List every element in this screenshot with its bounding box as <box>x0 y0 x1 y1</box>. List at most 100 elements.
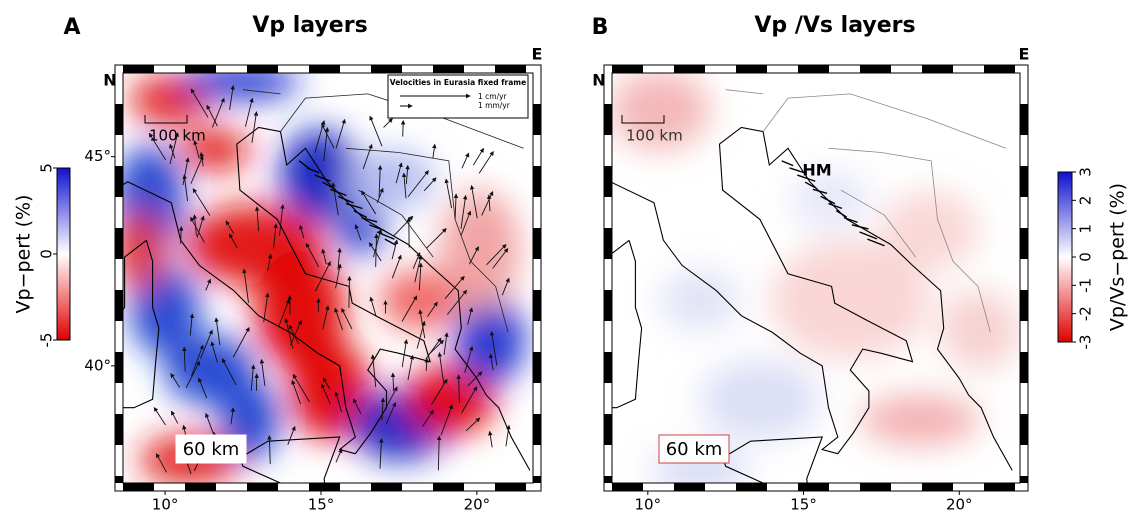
frame-segment <box>1020 352 1028 383</box>
frame-segment <box>115 352 123 383</box>
x-tick-label: 20° <box>464 496 491 514</box>
frame-segment <box>798 65 829 73</box>
frame-segment <box>604 228 612 259</box>
frame-segment <box>495 483 526 491</box>
y-tick-label: 45° <box>84 147 111 165</box>
east-label: E <box>532 45 543 64</box>
frame-segment <box>115 104 123 135</box>
frame-segment <box>247 483 278 491</box>
legend-title: Velocities in Eurasia fixed frame <box>390 78 526 87</box>
anomaly <box>700 360 820 440</box>
panel-title: Vp /Vs layers <box>754 13 915 38</box>
x-tick-label: 15° <box>308 496 335 514</box>
frame-segment <box>736 65 767 73</box>
colorbar <box>1058 172 1072 342</box>
frame-segment <box>123 483 154 491</box>
frame-segment <box>736 483 767 491</box>
frame-segment <box>115 166 123 197</box>
depth-label: 60 km <box>666 439 723 460</box>
colorbar-tick-label: 1 <box>1077 224 1095 234</box>
frame-segment <box>604 414 612 445</box>
frame-segment <box>309 65 340 73</box>
frame-segment <box>604 166 612 197</box>
y-tick-label: 40° <box>84 356 111 374</box>
x-tick-label: 10° <box>635 496 662 514</box>
colorbar-tick-label: 2 <box>1077 196 1095 206</box>
scale-label: 100 km <box>626 127 683 145</box>
frame-segment <box>533 228 541 259</box>
frame-segment <box>612 65 643 73</box>
north-label: N <box>103 71 116 90</box>
frame-segment <box>860 65 891 73</box>
frame-segment <box>309 483 340 491</box>
anomaly <box>860 395 980 445</box>
velocity-legend: Velocities in Eurasia fixed frame 1 cm/yr… <box>388 75 528 118</box>
frame-segment <box>533 166 541 197</box>
frame-segment <box>115 290 123 321</box>
frame-segment <box>674 483 705 491</box>
frame-segment <box>247 65 278 73</box>
scale-label: 100 km <box>149 127 206 145</box>
frame-segment <box>984 483 1015 491</box>
anomaly <box>335 205 385 255</box>
velocity-arrow <box>403 121 404 137</box>
frame-segment <box>922 65 953 73</box>
colorbar-tick-label: 0 <box>1077 252 1095 262</box>
legend-item: 1 mm/yr <box>478 101 511 110</box>
legend-item: 1 cm/yr <box>478 92 508 101</box>
x-tick-label: 10° <box>152 496 179 514</box>
x-tick-label: 15° <box>790 496 817 514</box>
x-tick-label: 20° <box>946 496 973 514</box>
depth-label: 60 km <box>183 439 240 460</box>
frame-segment <box>533 104 541 135</box>
frame-segment <box>604 104 612 135</box>
frame-segment <box>185 65 216 73</box>
frame-segment <box>1020 166 1028 197</box>
frame-segment <box>495 65 526 73</box>
frame-segment <box>185 483 216 491</box>
frame-segment <box>533 290 541 321</box>
velocity-arrow <box>349 277 350 308</box>
colorbar-tick-label: -2 <box>1077 306 1095 321</box>
frame-segment <box>115 228 123 259</box>
anomaly <box>940 290 1020 370</box>
frame-segment <box>984 65 1015 73</box>
frame-segment <box>371 65 402 73</box>
frame-segment <box>604 352 612 383</box>
frame-segment <box>612 483 643 491</box>
colorbar-tick-label: 0 <box>38 249 56 259</box>
frame-segment <box>922 483 953 491</box>
anomaly <box>880 190 980 270</box>
frame-segment <box>433 483 464 491</box>
north-label: N <box>592 71 605 90</box>
frame-segment <box>533 476 541 483</box>
frame-segment <box>604 290 612 321</box>
frame-segment <box>115 414 123 445</box>
colorbar-tick-label: -1 <box>1077 278 1095 293</box>
frame-segment <box>798 483 829 491</box>
colorbar-tick-label: 3 <box>1077 167 1095 177</box>
frame-segment <box>604 476 612 483</box>
east-label: E <box>1019 45 1030 64</box>
frame-segment <box>1020 290 1028 321</box>
panel-letter: B <box>592 15 609 40</box>
frame-segment <box>533 414 541 445</box>
colorbar-tick-label: -5 <box>38 333 56 348</box>
frame-segment <box>674 65 705 73</box>
frame-segment <box>115 476 123 483</box>
frame-segment <box>860 483 891 491</box>
frame-segment <box>123 65 154 73</box>
panel-letter: A <box>63 15 80 40</box>
colorbar-tick-label: -3 <box>1077 335 1095 350</box>
annotation: HM <box>802 161 831 180</box>
frame-segment <box>1020 104 1028 135</box>
frame-segment <box>433 65 464 73</box>
frame-segment <box>371 483 402 491</box>
frame-segment <box>533 352 541 383</box>
colorbar-label: Vp−pert (%) <box>13 195 35 314</box>
colorbar-label: Vp/Vs−pert (%) <box>1107 183 1129 331</box>
frame-segment <box>1020 476 1028 483</box>
frame-segment <box>1020 228 1028 259</box>
panel-title: Vp layers <box>252 13 367 38</box>
